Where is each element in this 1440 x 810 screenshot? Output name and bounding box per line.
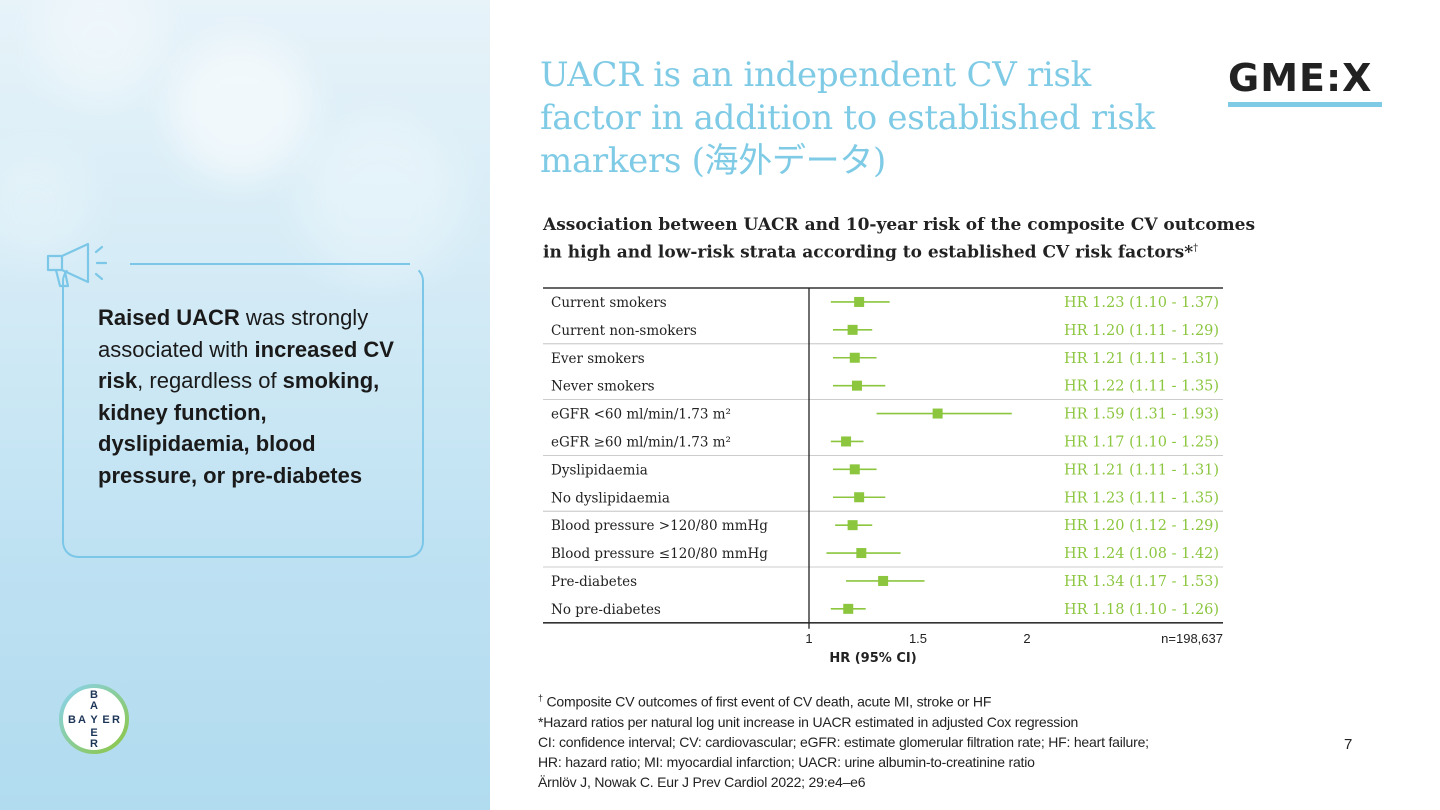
footnote-line: † Composite CV outcomes of first event o… xyxy=(538,688,1298,712)
hr-value-label: HR 1.59 (1.31 - 1.93) xyxy=(1064,407,1219,423)
callout-bold: increased CV risk xyxy=(98,336,394,394)
row-label: Blood pressure >120/80 mmHg xyxy=(551,518,768,534)
slide-title: UACR is an independent CV risk factor in… xyxy=(540,55,1155,181)
row-label: eGFR <60 ml/min/1.73 m² xyxy=(551,407,731,423)
hr-value-label: HR 1.22 (1.11 - 1.35) xyxy=(1064,379,1219,395)
hr-value-label: HR 1.23 (1.10 - 1.37) xyxy=(1064,295,1219,311)
row-label: Blood pressure ≤120/80 mmHg xyxy=(551,546,768,562)
hr-value-label: HR 1.20 (1.11 - 1.29) xyxy=(1064,323,1219,339)
svg-text:A: A xyxy=(90,700,98,712)
footnote-citation: Ärnlöv J, Nowak C. Eur J Prev Cardiol 20… xyxy=(538,773,866,790)
bokeh-light xyxy=(40,0,160,100)
hr-point xyxy=(841,436,852,447)
row-label: Current smokers xyxy=(551,295,667,311)
hr-point xyxy=(847,324,858,335)
bokeh-light xyxy=(170,40,310,180)
hr-value-label: HR 1.34 (1.17 - 1.53) xyxy=(1064,574,1219,590)
n-label: n=198,637 xyxy=(1161,631,1223,646)
hr-point xyxy=(843,603,854,614)
hr-point xyxy=(854,492,865,503)
hr-point xyxy=(856,548,867,559)
hr-value-label: HR 1.20 (1.12 - 1.29) xyxy=(1064,518,1219,534)
chart-subtitle: Association between UACR and 10-year ris… xyxy=(543,214,1263,265)
svg-text:Y: Y xyxy=(90,714,98,726)
row-label: Pre-diabetes xyxy=(551,574,637,590)
forest-plot-rows: Current smokers HR 1.23 (1.10 - 1.37) Curr… xyxy=(551,295,1219,618)
footnote-dagger: † xyxy=(538,693,543,703)
left-panel xyxy=(0,0,490,810)
hr-point xyxy=(932,408,943,419)
hr-value-label: HR 1.21 (1.11 - 1.31) xyxy=(1064,462,1219,478)
footnote-line: *Hazard ratios per natural log unit incr… xyxy=(538,713,1079,730)
hr-point xyxy=(849,464,860,475)
row-label: Never smokers xyxy=(551,379,655,395)
hr-value-label: HR 1.17 (1.10 - 1.25) xyxy=(1064,434,1219,450)
footnote-line: HR: hazard ratio; MI: myocardial infarct… xyxy=(538,753,1035,770)
bokeh-light xyxy=(0,150,90,260)
hr-value-label: HR 1.18 (1.10 - 1.26) xyxy=(1064,602,1219,618)
x-axis-label: HR (95% CI) xyxy=(829,651,916,666)
row-label: eGFR ≥60 ml/min/1.73 m² xyxy=(551,434,731,450)
row-label: No dyslipidaemia xyxy=(551,490,670,506)
gmex-logo: GME:X xyxy=(1228,58,1384,110)
forest-plot-frame xyxy=(543,287,1223,629)
forest-plot: Current smokers HR 1.23 (1.10 - 1.37) Curr… xyxy=(543,287,1223,666)
bayer-logo: B A B A Y E R E R xyxy=(59,684,129,754)
gmex-logo-text: GME:X xyxy=(1228,56,1373,100)
forest-plot-axis: 1 1.5 2 n=198,637 HR (95% CI) xyxy=(805,631,1223,666)
x-tick-label: 1 xyxy=(805,631,812,646)
svg-text:E: E xyxy=(102,714,109,726)
row-label: Current non-smokers xyxy=(551,323,697,339)
callout-plain: , regardless of xyxy=(137,368,283,393)
hr-point xyxy=(878,575,889,586)
svg-text:R: R xyxy=(90,738,98,750)
svg-text:R: R xyxy=(112,714,120,726)
svg-text:E: E xyxy=(90,727,97,739)
hr-value-label: HR 1.24 (1.08 - 1.42) xyxy=(1064,546,1219,562)
callout-bold: Raised UACR xyxy=(98,305,240,330)
callout-bold: smoking, kidney function, dyslipidaemia,… xyxy=(98,368,380,488)
svg-text:B: B xyxy=(90,689,98,701)
row-label: Ever smokers xyxy=(551,351,645,367)
x-tick-label: 2 xyxy=(1023,631,1030,646)
callout-plain: was strongly associated with xyxy=(98,305,369,362)
gmex-logo-bar xyxy=(1228,102,1382,107)
hr-point xyxy=(851,380,862,391)
x-tick-label: 1.5 xyxy=(909,631,927,646)
hr-point xyxy=(847,520,858,531)
hr-value-label: HR 1.23 (1.11 - 1.35) xyxy=(1064,490,1219,506)
hr-point xyxy=(854,296,865,307)
row-label: Dyslipidaemia xyxy=(551,462,648,478)
callout-text: Raised UACR was strongly associated with… xyxy=(98,302,408,491)
svg-text:A: A xyxy=(78,714,86,726)
chart-subtitle-text: Association between UACR and 10-year ris… xyxy=(543,215,1256,263)
footnote-text: Composite CV outcomes of first event of … xyxy=(542,693,992,710)
hr-point xyxy=(849,352,860,363)
page-number: 7 xyxy=(1344,736,1353,753)
bokeh-light xyxy=(300,120,460,280)
footnotes: † Composite CV outcomes of first event o… xyxy=(538,688,1298,792)
row-label: No pre-diabetes xyxy=(551,602,661,618)
dagger-mark: † xyxy=(1193,243,1199,254)
callout-box xyxy=(62,265,424,558)
hr-value-label: HR 1.21 (1.11 - 1.31) xyxy=(1064,351,1219,367)
svg-text:B: B xyxy=(68,714,76,726)
footnote-line: CI: confidence interval; CV: cardiovascu… xyxy=(538,733,1149,750)
callout-border-top xyxy=(130,263,410,265)
